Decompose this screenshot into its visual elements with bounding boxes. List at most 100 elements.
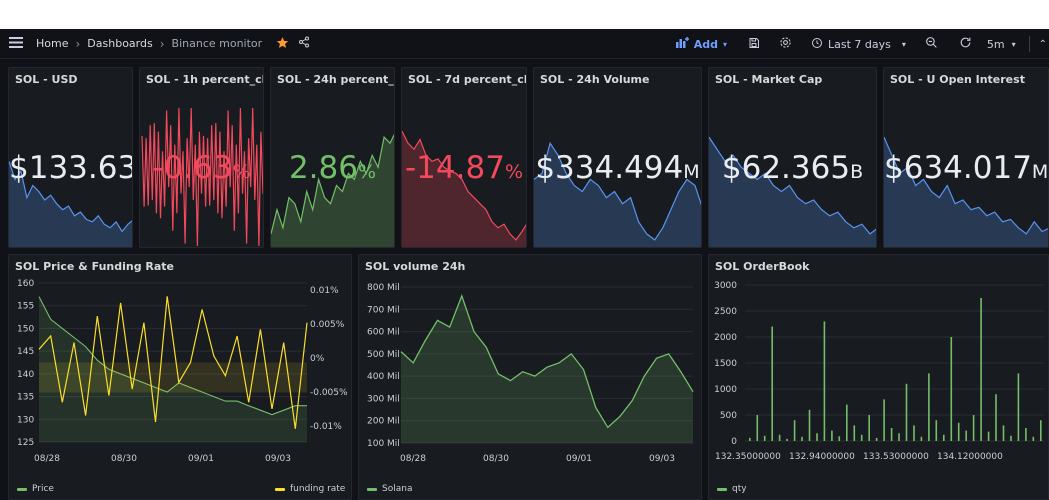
panel-volume[interactable]: SOL volume 24h 800 Mil 700 Mil 600 Mil 500 … — [358, 254, 702, 500]
stat-panel[interactable]: SOL - 24h percent_ch 2.86% — [270, 67, 395, 248]
save-icon[interactable] — [748, 37, 760, 52]
y-tick-label: 300 Mil — [367, 394, 400, 404]
y2-tick-label: 0.01% — [310, 286, 339, 296]
chevron-up-icon[interactable]: ⌃ — [1038, 38, 1047, 50]
legend-item-solana[interactable]: Solana — [367, 484, 412, 494]
orderbook-bar — [920, 436, 923, 441]
orderbook-bar — [935, 420, 938, 441]
x-tick-label: 09/01 — [566, 454, 592, 464]
y-tick-label: 400 Mil — [367, 372, 400, 382]
legend-item-price[interactable]: Price — [17, 484, 54, 494]
y-tick-label: 0 — [731, 437, 737, 447]
price-area — [39, 296, 307, 442]
divider — [1028, 36, 1030, 52]
panel-orderbook[interactable]: SOL OrderBook 3000 2500 2000 1500 1000 500 0 13… — [708, 254, 1049, 500]
legend-item-funding-rate[interactable]: funding rate — [275, 484, 345, 494]
stat-panel[interactable]: SOL - 1h percent_cha -0.63% — [139, 67, 264, 248]
stat-panel[interactable]: SOL - 7d percent_cha -14.87% — [401, 67, 527, 248]
gear-icon[interactable] — [779, 36, 792, 52]
orderbook-bar — [846, 404, 848, 441]
orderbook-bar — [943, 434, 945, 441]
panel-title: SOL OrderBook — [715, 260, 810, 273]
breadcrumb-separator: › — [75, 36, 81, 51]
stat-value-unit: M — [683, 161, 700, 183]
refresh-icon[interactable] — [959, 36, 972, 52]
sparkline-area — [709, 137, 876, 247]
orderbook-bar — [1002, 425, 1005, 441]
y2-tick-label: 0.005% — [310, 320, 345, 330]
orderbook-bar — [875, 437, 878, 441]
orderbook-bar — [756, 415, 759, 441]
breadcrumb-separator: › — [159, 36, 165, 51]
orderbook-bar — [786, 438, 788, 441]
share-icon[interactable] — [298, 36, 310, 51]
stat-value: -0.63% — [140, 150, 263, 186]
time-range-picker[interactable]: Last 7 days ▾ — [811, 37, 906, 52]
orderbook-bar — [801, 436, 803, 441]
x-tick-label: 08/28 — [400, 454, 426, 464]
legend-swatch — [17, 487, 27, 491]
sparkline — [402, 130, 526, 247]
top-navigation-bar: Home › Dashboards › Binance monitor Add … — [0, 29, 1049, 59]
y-tick-label: 2000 — [714, 333, 737, 343]
orderbook-bar — [778, 434, 781, 441]
orderbook-bar — [965, 430, 967, 441]
orderbook-bar — [816, 433, 818, 441]
sparkline-line — [884, 136, 1048, 235]
stat-value-number: $62.365 — [721, 150, 851, 186]
x-tick-label: 09/01 — [188, 454, 214, 464]
y-tick-label: 500 Mil — [367, 350, 400, 360]
stat-title: SOL - 24h percent_ch — [277, 73, 394, 86]
sparkline-area — [884, 137, 1048, 247]
stat-panel[interactable]: SOL - USD $133.630 — [8, 67, 133, 248]
star-icon[interactable] — [276, 36, 289, 52]
sparkline — [141, 107, 263, 247]
zoom-out-icon[interactable] — [925, 36, 938, 52]
legend-item-qty[interactable]: qty — [717, 484, 747, 494]
stat-value: $62.365B — [709, 150, 876, 186]
orderbook-bar — [1017, 373, 1020, 441]
panel-price-funding[interactable]: SOL Price & Funding Rate 160 155 150 145 140… — [8, 254, 352, 500]
sparkline — [9, 161, 132, 247]
add-panel-icon — [675, 37, 689, 51]
legend-label: qty — [732, 484, 747, 494]
orderbook-bar — [898, 433, 900, 441]
orderbook-bar — [853, 425, 856, 441]
y-tick-label: 130 — [17, 415, 34, 425]
sparkline — [884, 136, 1048, 247]
add-button[interactable]: Add ▾ — [675, 37, 727, 51]
clock-icon — [811, 37, 823, 52]
stat-panel[interactable]: SOL - Market Cap $62.365B — [708, 67, 877, 248]
legend-label: Solana — [382, 484, 413, 494]
y-tick-label: 1500 — [714, 359, 737, 369]
chevron-down-icon: ▾ — [901, 39, 906, 49]
breadcrumb-home[interactable]: Home — [36, 37, 69, 50]
breadcrumb-dashboards[interactable]: Dashboards — [87, 37, 153, 50]
orderbook-bar — [928, 373, 930, 441]
stat-value-number: $133.630 — [9, 150, 132, 186]
stat-panel[interactable]: SOL - 24h Volume $334.494M — [533, 67, 702, 248]
stat-value-unit: M — [1031, 161, 1049, 183]
orderbook-bar — [749, 437, 751, 441]
sparkline-line — [402, 130, 526, 241]
orderbook-bar — [1010, 435, 1012, 441]
volume-chart: 800 Mil 700 Mil 600 Mil 500 Mil 400 Mil 300 M… — [367, 283, 694, 464]
orderbook-bar — [793, 420, 796, 441]
volume-area — [401, 295, 693, 443]
orderbook-bar — [868, 415, 870, 441]
stat-title: SOL - 7d percent_cha — [408, 73, 527, 86]
sparkline-area — [534, 143, 701, 247]
orderbook-bar — [860, 434, 863, 441]
orderbook-bar — [1025, 428, 1027, 441]
breadcrumb: Home › Dashboards › Binance monitor — [36, 37, 262, 51]
y-tick-label: 800 Mil — [367, 283, 400, 293]
x-tick-label: 08/30 — [111, 454, 137, 464]
refresh-interval-picker[interactable]: 5m ▾ — [987, 38, 1016, 51]
menu-icon[interactable] — [9, 36, 23, 51]
stat-title: SOL - Market Cap — [715, 73, 823, 86]
y-tick-label: 700 Mil — [367, 305, 400, 315]
orderbook-bar — [913, 425, 915, 441]
stat-panel[interactable]: SOL - U Open Interest $634.017M — [883, 67, 1049, 248]
funding-rate-line — [38, 296, 308, 429]
chevron-down-icon: ▾ — [722, 39, 727, 49]
